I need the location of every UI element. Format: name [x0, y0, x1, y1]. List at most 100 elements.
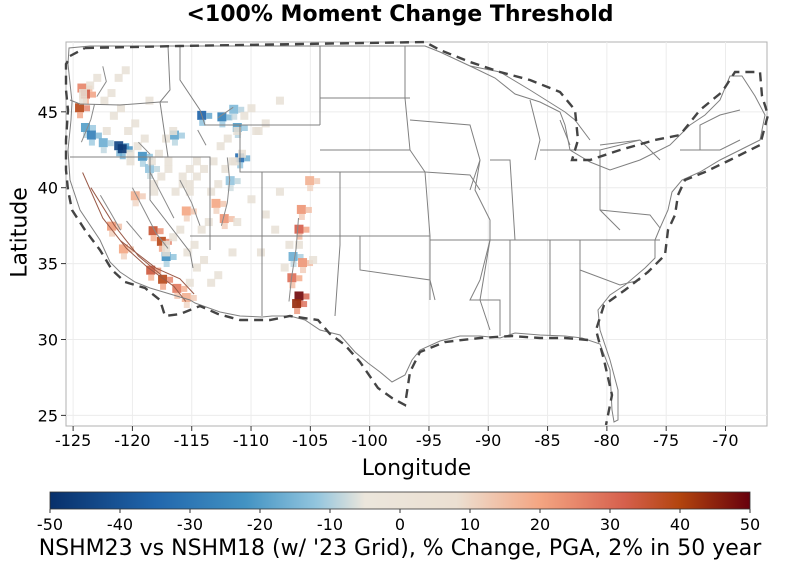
- change-cell: [307, 185, 314, 192]
- change-cell: [181, 285, 188, 292]
- change-cell: [289, 282, 296, 289]
- x-tick-label: -70: [712, 431, 738, 450]
- fault-trace: [90, 187, 163, 277]
- change-cell-neutral: [197, 225, 206, 234]
- fault-trace: [82, 172, 187, 302]
- change-cell-neutral: [207, 187, 216, 196]
- change-cell: [181, 206, 191, 216]
- y-axis-title: Latitude: [7, 187, 33, 278]
- change-cell-neutral: [228, 248, 237, 257]
- change-cell: [213, 207, 220, 214]
- great-lakes: [469, 65, 641, 161]
- fault-trace: [220, 157, 231, 226]
- fault-trace: [80, 104, 95, 143]
- change-cell: [130, 191, 140, 201]
- change-cell: [229, 104, 239, 114]
- x-tick-label: -80: [594, 431, 620, 450]
- change-cell: [296, 275, 303, 282]
- change-cell: [98, 138, 108, 148]
- colorbar-tick-label: 40: [670, 515, 690, 534]
- change-cell: [292, 299, 302, 309]
- idaho-east-mt: [179, 46, 241, 157]
- state-boundaries: [67, 45, 766, 423]
- colorbar-tick-label: -30: [177, 515, 203, 534]
- colorbar-tick-label: -50: [37, 515, 63, 534]
- change-cell: [294, 291, 304, 301]
- change-cell: [137, 151, 147, 161]
- change-cell: [146, 265, 156, 275]
- change-cell: [294, 308, 301, 315]
- change-cell-neutral: [240, 111, 249, 120]
- change-cell-neutral: [86, 81, 95, 90]
- nm-tx: [262, 235, 341, 317]
- change-cell: [221, 223, 228, 230]
- change-cell-neutral: [126, 157, 135, 166]
- change-cell: [156, 236, 166, 246]
- change-cell: [294, 224, 304, 234]
- change-cell: [288, 252, 298, 262]
- change-cell: [154, 165, 161, 172]
- change-cell: [227, 185, 234, 192]
- ca-nv-line: [149, 157, 194, 269]
- change-cell: [158, 274, 168, 284]
- fault-trace: [288, 218, 299, 302]
- x-tick-label: -120: [114, 431, 150, 450]
- change-cell: [171, 139, 178, 146]
- x-tick-label: -100: [351, 431, 387, 450]
- x-axis-title: Longitude: [361, 456, 472, 481]
- change-cell: [127, 246, 134, 253]
- change-cell: [150, 235, 157, 242]
- map-title: <100% Moment Change Threshold: [186, 2, 614, 27]
- change-cell: [199, 119, 206, 126]
- colorbar-tick-label: 10: [460, 515, 480, 534]
- change-cell: [183, 301, 190, 308]
- change-cell-neutral: [169, 233, 178, 242]
- y-tick-label: 25: [38, 406, 58, 425]
- sc-ga: [579, 269, 641, 286]
- change-cell-neutral: [126, 149, 135, 158]
- change-cell-neutral: [200, 256, 209, 265]
- change-cell: [241, 124, 248, 131]
- change-cell: [172, 283, 182, 293]
- change-cell-neutral: [164, 164, 173, 173]
- change-cell-neutral: [207, 278, 216, 287]
- mn-wi-ia: [409, 119, 481, 191]
- colorbar-tick-label: -20: [247, 515, 273, 534]
- change-cell-neutral: [271, 225, 280, 234]
- change-cell: [305, 176, 315, 186]
- model-boundary: [64, 40, 770, 426]
- change-cell: [119, 153, 126, 160]
- change-cell-neutral: [121, 66, 130, 75]
- change-cell: [117, 144, 127, 154]
- change-cell-neutral: [150, 180, 159, 189]
- change-cell: [297, 254, 304, 261]
- change-cell: [296, 233, 303, 240]
- colorbar-ticks: -50 -40 -30 -20 -10 0 10 20 30 40 50: [37, 509, 760, 534]
- change-cell-neutral: [107, 89, 116, 98]
- change-cell-neutral: [256, 248, 265, 257]
- idaho-west: [159, 45, 171, 158]
- change-cell-neutral: [114, 73, 123, 82]
- change-cell-neutral: [178, 172, 187, 181]
- change-cell: [148, 226, 158, 236]
- x-tick-label: -110: [233, 431, 269, 450]
- x-tick-label: -115: [174, 431, 210, 450]
- x-tick-label: -125: [55, 431, 91, 450]
- change-cell-neutral: [79, 89, 88, 98]
- change-cell-neutral: [221, 164, 230, 173]
- change-cell: [305, 206, 312, 213]
- x-tick-label: -90: [475, 431, 501, 450]
- change-cell-neutral: [275, 96, 284, 105]
- change-cell: [225, 176, 235, 186]
- change-cell: [244, 155, 251, 162]
- change-cell: [206, 112, 213, 119]
- change-cell: [219, 121, 226, 128]
- ia-mo: [424, 171, 481, 191]
- x-tick-label: -95: [416, 431, 442, 450]
- change-cell-neutral: [162, 248, 171, 257]
- change-cell-neutral: [100, 96, 109, 105]
- change-cell-neutral: [79, 96, 88, 105]
- change-cell-neutral: [261, 210, 270, 219]
- change-cell: [226, 114, 233, 121]
